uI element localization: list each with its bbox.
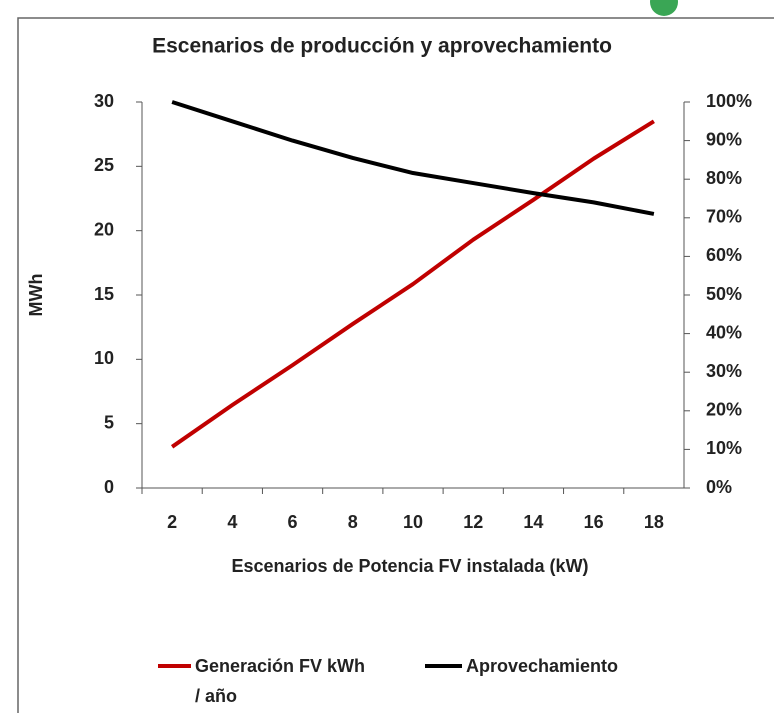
x-tick-label: 12	[463, 512, 483, 532]
x-tick-label: 10	[403, 512, 423, 532]
y2-tick-label: 70%	[706, 207, 742, 227]
series-line	[170, 119, 655, 449]
y-tick-label: 15	[94, 284, 114, 304]
chart-border	[17, 17, 774, 713]
x-tick-label: 4	[227, 512, 237, 532]
y-tick-label: 0	[104, 477, 114, 497]
series-line	[171, 100, 655, 216]
y2-tick-label: 100%	[706, 91, 752, 111]
logo-fragment	[650, 0, 678, 16]
x-tick-label: 18	[644, 512, 664, 532]
y2-tick-label: 0%	[706, 477, 732, 497]
x-tick-label: 8	[348, 512, 358, 532]
y-axis-label: MWh	[26, 274, 46, 317]
x-tick-label: 16	[584, 512, 604, 532]
y2-tick-label: 50%	[706, 284, 742, 304]
y2-tick-label: 80%	[706, 168, 742, 188]
y-tick-label: 25	[94, 155, 114, 175]
x-axis-label: Escenarios de Potencia FV instalada (kW)	[231, 556, 588, 576]
legend-label: Aprovechamiento	[466, 656, 619, 676]
y-tick-label: 5	[104, 412, 114, 432]
x-tick-label: 6	[288, 512, 298, 532]
y2-tick-label: 60%	[706, 245, 742, 265]
y2-tick-label: 30%	[706, 361, 742, 381]
y2-tick-label: 40%	[706, 322, 742, 342]
chart-title: Escenarios de producción y aprovechamien…	[152, 35, 612, 58]
y-tick-label: 30	[94, 91, 114, 111]
legend-label: Generación FV kWh / año	[195, 656, 366, 706]
y2-tick-label: 90%	[706, 129, 742, 149]
x-tick-label: 2	[167, 512, 177, 532]
y-tick-label: 20	[94, 219, 114, 239]
x-tick-label: 14	[523, 512, 543, 532]
y2-tick-label: 10%	[706, 438, 742, 458]
y-tick-label: 10	[94, 348, 114, 368]
y2-tick-label: 20%	[706, 400, 742, 420]
